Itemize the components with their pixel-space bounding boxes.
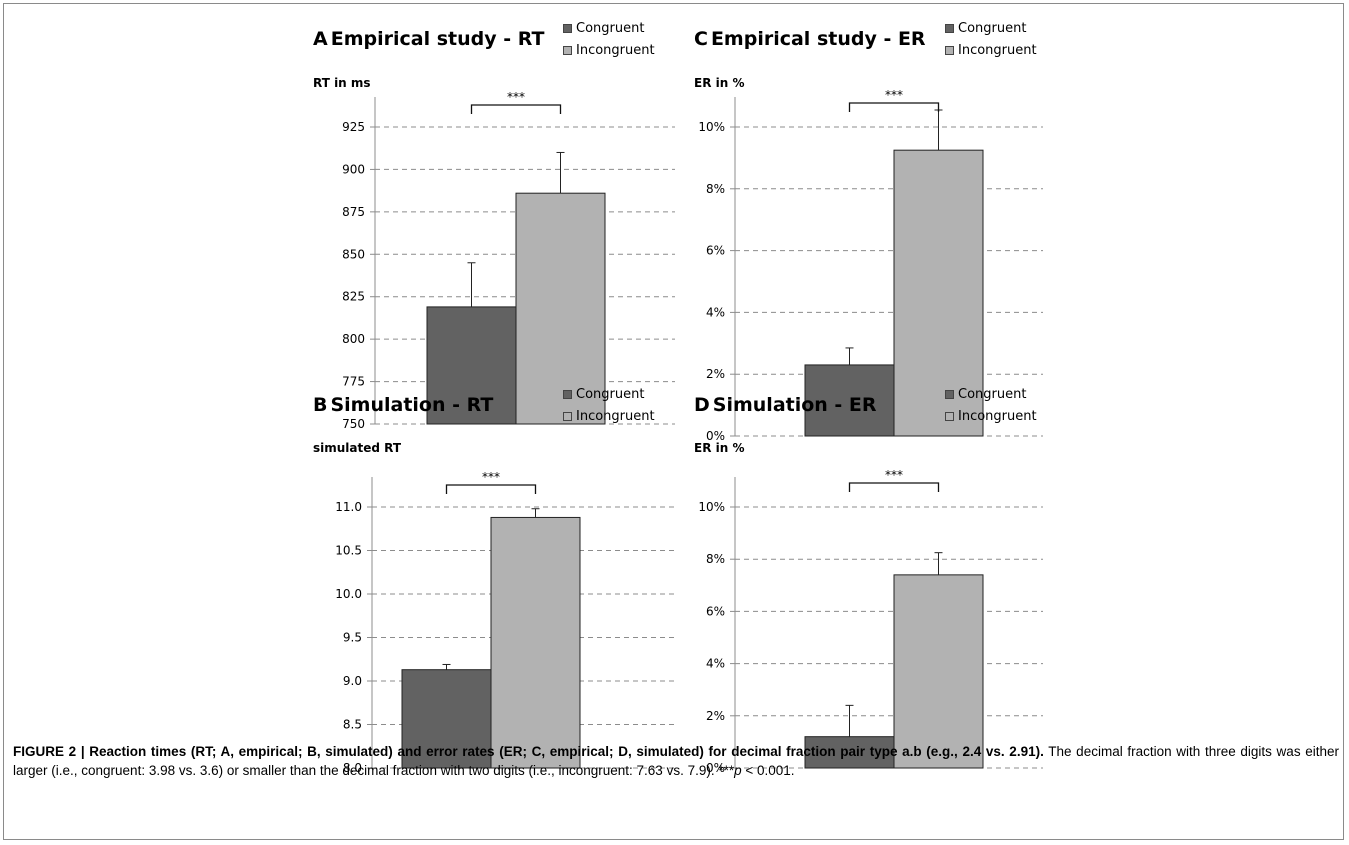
y-tick-label: 10.5 — [335, 544, 362, 558]
figure-caption: FIGURE 2 | Reaction times (RT; A, empiri… — [13, 743, 1339, 780]
legend-item-incongruent: Incongruent — [563, 39, 655, 61]
legend-item-congruent: Congruent — [945, 17, 1037, 39]
panel-a-legend: Congruent Incongruent — [563, 17, 655, 61]
panel-b-title-text: Simulation - RT — [330, 394, 494, 416]
chart-svg: 8.0 8.5 9.0 9.5 10.0 10.5 11.0 *** — [335, 470, 675, 775]
legend-item-incongruent: Incongruent — [945, 405, 1037, 427]
caption-text-2: < 0.001. — [741, 762, 795, 778]
legend-label-congruent: Congruent — [958, 20, 1027, 36]
panel-b-title: B Simulation - RT — [313, 394, 493, 416]
y-tick-label: 875 — [342, 205, 365, 219]
panel-d-ylabel: ER in % — [694, 441, 745, 455]
legend-label-congruent: Congruent — [958, 386, 1027, 402]
significance-bracket — [445, 484, 537, 494]
panel-a-title: A Empirical study - RT — [313, 28, 544, 50]
panel-c-title: C Empirical study - ER — [694, 28, 926, 50]
legend-swatch-congruent — [945, 389, 954, 399]
bar-incongruent — [515, 192, 606, 425]
legend-swatch-incongruent — [563, 45, 572, 55]
significance-bracket — [470, 104, 562, 114]
y-tick-label: 2% — [706, 367, 725, 381]
legend-swatch-congruent — [563, 23, 572, 33]
legend-item-congruent: Congruent — [563, 17, 655, 39]
legend-label-incongruent: Incongruent — [958, 408, 1037, 424]
y-tick-label: 8.0 — [343, 761, 362, 775]
panel-d-title-text: Simulation - ER — [712, 394, 877, 416]
y-tick-label: 9.5 — [343, 631, 362, 645]
significance-bracket — [848, 482, 940, 492]
y-tick-label: 8% — [706, 182, 725, 196]
panel-d-chart: 0% 2% 4% 6% 8% 10% *** — [683, 455, 1043, 775]
bar-incongruent — [490, 516, 581, 769]
legend-label-incongruent: Incongruent — [958, 42, 1037, 58]
y-tick-label: 9.0 — [343, 674, 362, 688]
caption-bold: FIGURE 2 | Reaction times (RT; A, empiri… — [13, 744, 1044, 759]
y-tick-label: 11.0 — [335, 500, 362, 514]
legend-swatch-incongruent — [945, 45, 954, 55]
bar-incongruent — [893, 149, 984, 437]
chart-svg: 750 775 800 825 850 875 900 925 *** — [342, 90, 675, 431]
panel-b-letter: B — [313, 394, 328, 416]
panel-b-chart: 8.0 8.5 9.0 9.5 10.0 10.5 11.0 *** — [300, 455, 675, 775]
y-tick-label: 800 — [342, 332, 365, 346]
y-tick-label: 10% — [698, 500, 725, 514]
y-tick-label: 2% — [706, 709, 725, 723]
y-tick-label: 8.5 — [343, 718, 362, 732]
panel-c-title-text: Empirical study - ER — [710, 28, 926, 50]
bar-incongruent — [893, 574, 984, 769]
bar-congruent — [804, 364, 895, 437]
panel-d-letter: D — [694, 394, 710, 416]
y-tick-label: 850 — [342, 247, 365, 261]
legend-item-congruent: Congruent — [563, 383, 655, 405]
legend-swatch-congruent — [945, 23, 954, 33]
panel-a-title-text: Empirical study - RT — [330, 28, 545, 50]
panel-d-legend: Congruent Incongruent — [945, 383, 1037, 427]
legend-label-congruent: Congruent — [576, 386, 645, 402]
panel-b-legend: Congruent Incongruent — [563, 383, 655, 427]
caption-text-1: The decimal fraction with three digits w… — [13, 744, 1339, 778]
y-tick-label: 0% — [706, 429, 725, 443]
panel-a-ylabel: RT in ms — [313, 76, 371, 90]
significance-bracket — [848, 102, 940, 112]
y-tick-label: 0% — [706, 761, 725, 775]
legend-swatch-incongruent — [563, 411, 572, 421]
legend-swatch-incongruent — [945, 411, 954, 421]
y-tick-label: 825 — [342, 290, 365, 304]
y-tick-label: 4% — [706, 305, 725, 319]
significance-label: *** — [507, 90, 525, 104]
y-tick-label: 10% — [698, 120, 725, 134]
panel-c-letter: C — [694, 28, 708, 50]
significance-label: *** — [885, 468, 903, 482]
y-tick-label: 925 — [342, 120, 365, 134]
y-tick-label: 750 — [342, 417, 365, 431]
y-tick-label: 900 — [342, 162, 365, 176]
legend-label-congruent: Congruent — [576, 20, 645, 36]
legend-label-incongruent: Incongruent — [576, 42, 655, 58]
significance-label: *** — [482, 470, 500, 484]
legend-swatch-congruent — [563, 389, 572, 399]
panel-c-chart: 0% 2% 4% 6% 8% 10% *** — [683, 88, 1043, 443]
legend-item-congruent: Congruent — [945, 383, 1037, 405]
panel-c-ylabel: ER in % — [694, 76, 745, 90]
legend-item-incongruent: Incongruent — [563, 405, 655, 427]
panel-b-ylabel: simulated RT — [313, 441, 402, 455]
y-tick-label: 10.0 — [335, 587, 362, 601]
panel-a-chart: 750 775 800 825 850 875 900 925 *** — [300, 90, 675, 431]
significance-label: *** — [885, 88, 903, 102]
y-tick-label: 4% — [706, 657, 725, 671]
legend-item-incongruent: Incongruent — [945, 39, 1037, 61]
legend-label-incongruent: Incongruent — [576, 408, 655, 424]
chart-svg: 0% 2% 4% 6% 8% 10% *** — [698, 468, 1043, 775]
panel-a-letter: A — [313, 28, 328, 50]
caption-p: p — [734, 762, 742, 778]
chart-svg: 0% 2% 4% 6% 8% 10% *** — [698, 88, 1043, 443]
y-tick-label: 6% — [706, 604, 725, 618]
panel-d-title: D Simulation - ER — [694, 394, 877, 416]
figure-frame — [3, 3, 1344, 840]
y-tick-label: 8% — [706, 552, 725, 566]
y-tick-label: 6% — [706, 244, 725, 258]
y-tick-label: 775 — [342, 375, 365, 389]
panel-c-legend: Congruent Incongruent — [945, 17, 1037, 61]
bar-congruent — [426, 306, 517, 425]
